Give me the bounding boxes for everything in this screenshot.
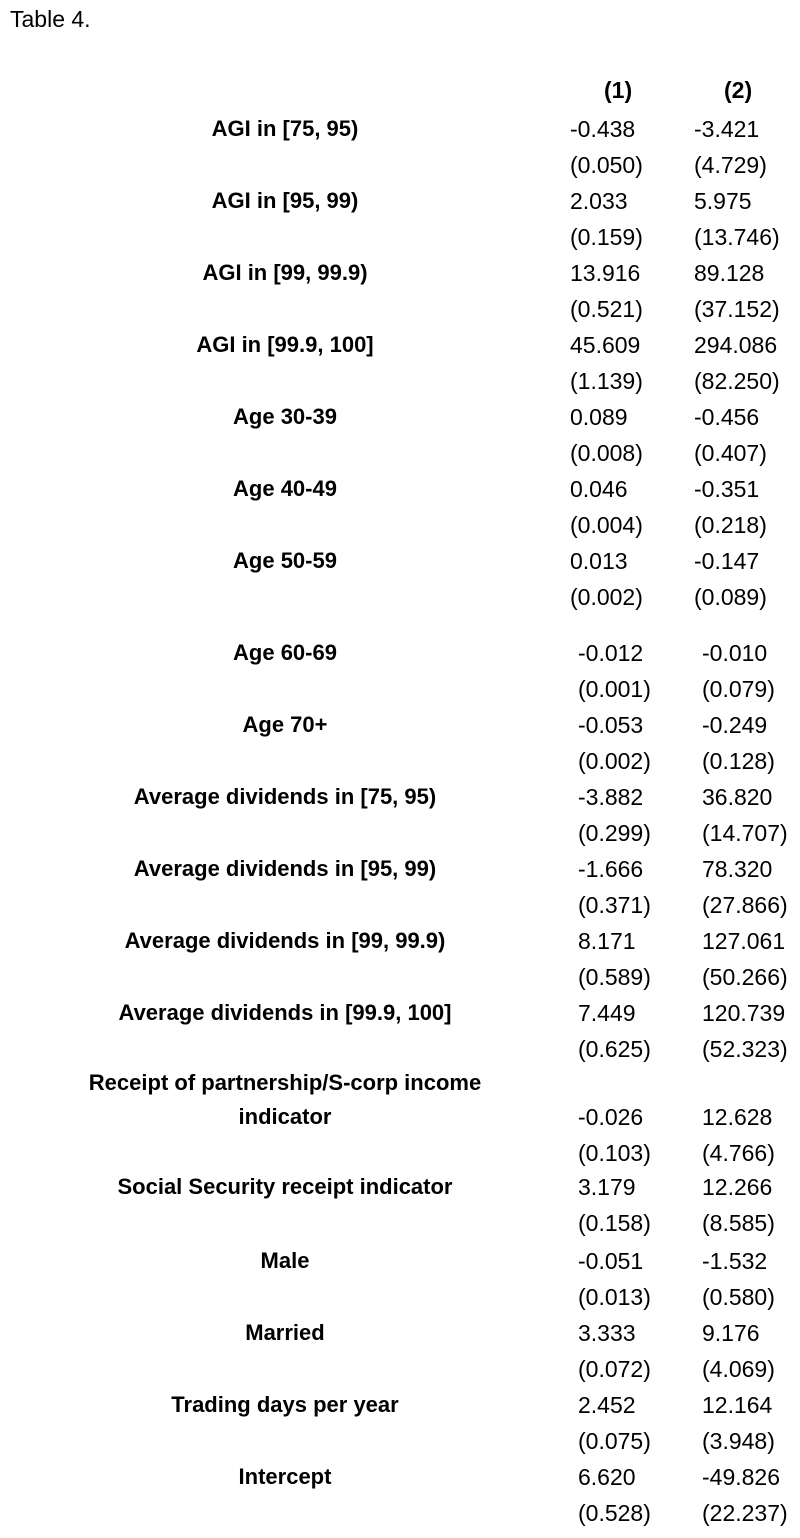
std-error-col1: (1.139) [570, 368, 643, 394]
coefficient-col2: 12.628 [702, 1104, 773, 1130]
row-label: AGI in [99, 99.9) [202, 260, 368, 285]
coefficient-col2: 78.320 [702, 856, 773, 882]
row-label: indicator [238, 1104, 332, 1129]
std-error-col2: (4.766) [702, 1140, 775, 1166]
row-label: Social Security receipt indicator [117, 1174, 453, 1199]
std-error-col1: (0.050) [570, 152, 643, 178]
std-error-col1: (0.371) [578, 892, 651, 918]
coefficient-col2: -0.010 [702, 640, 768, 666]
coefficient-col1: -0.053 [578, 712, 644, 738]
coefficient-col1: 13.916 [570, 260, 641, 286]
coefficient-col1: -1.666 [578, 856, 644, 882]
table-caption: Table 4. [10, 6, 91, 32]
coefficient-col2: 89.128 [694, 260, 765, 286]
std-error-col2: (0.128) [702, 748, 775, 774]
coefficient-col1: -0.438 [570, 116, 636, 142]
row-label: Male [260, 1248, 310, 1273]
std-error-col1: (0.159) [570, 224, 643, 250]
std-error-col2: (22.237) [702, 1500, 788, 1526]
std-error-col2: (0.079) [702, 676, 775, 702]
coefficient-col1: -0.026 [578, 1104, 644, 1130]
std-error-col2: (27.866) [702, 892, 788, 918]
coefficient-col2: -49.826 [702, 1464, 781, 1490]
std-error-col1: (0.528) [578, 1500, 651, 1526]
std-error-col1: (0.299) [578, 820, 651, 846]
coefficient-col2: -0.147 [694, 548, 760, 574]
coefficient-col2: 9.176 [702, 1320, 760, 1346]
std-error-col2: (0.089) [694, 584, 767, 610]
row-label: Average dividends in [95, 99) [133, 856, 437, 881]
coefficient-col2: 12.164 [702, 1392, 773, 1418]
std-error-col2: (14.707) [702, 820, 788, 846]
std-error-col1: (0.008) [570, 440, 643, 466]
std-error-col1: (0.002) [570, 584, 643, 610]
std-error-col1: (0.625) [578, 1036, 651, 1062]
row-label: Average dividends in [99, 99.9) [124, 928, 446, 953]
std-error-col2: (4.729) [694, 152, 767, 178]
coefficient-col2: -0.249 [702, 712, 768, 738]
coefficient-col1: 0.013 [570, 548, 628, 574]
row-label: AGI in [99.9, 100] [196, 332, 374, 357]
row-label: Age 40-49 [233, 476, 337, 501]
row-label: Age 60-69 [233, 640, 337, 665]
row-label: Average dividends in [99.9, 100] [118, 1000, 452, 1025]
coefficient-col1: -3.882 [578, 784, 644, 810]
coefficient-col2: -1.532 [702, 1248, 768, 1274]
std-error-col2: (0.580) [702, 1284, 775, 1310]
coefficient-col2: 294.086 [694, 332, 778, 358]
row-label: AGI in [95, 99) [211, 188, 359, 213]
coefficient-col2: 5.975 [694, 188, 752, 214]
std-error-col2: (0.218) [694, 512, 767, 538]
row-label: Receipt of partnership/S-corp income [88, 1070, 482, 1095]
coefficient-col2: -0.351 [694, 476, 760, 502]
coefficient-col2: 36.820 [702, 784, 773, 810]
std-error-col2: (37.152) [694, 296, 780, 322]
std-error-col2: (4.069) [702, 1356, 775, 1382]
row-label: Intercept [238, 1464, 332, 1489]
coefficient-col1: -0.012 [578, 640, 644, 666]
coefficient-col2: -3.421 [694, 116, 760, 142]
coefficient-col1: 2.033 [570, 188, 628, 214]
coefficient-col1: 6.620 [578, 1464, 636, 1490]
coefficient-col1: 0.046 [570, 476, 628, 502]
row-label: Trading days per year [171, 1392, 399, 1417]
std-error-col2: (0.407) [694, 440, 767, 466]
std-error-col2: (3.948) [702, 1428, 775, 1454]
coefficient-col2: 120.739 [702, 1000, 786, 1026]
coefficient-col1: 45.609 [570, 332, 641, 358]
coefficient-col1: 3.179 [578, 1174, 636, 1200]
coefficient-col2: 127.061 [702, 928, 786, 954]
coefficient-col1: 0.089 [570, 404, 628, 430]
std-error-col2: (52.323) [702, 1036, 788, 1062]
column-header-2: (2) [724, 77, 753, 103]
row-label: Married [245, 1320, 325, 1345]
std-error-col1: (0.004) [570, 512, 643, 538]
std-error-col1: (0.075) [578, 1428, 651, 1454]
coefficient-col2: 12.266 [702, 1174, 773, 1200]
row-label: Age 50-59 [233, 548, 337, 573]
coefficient-col1: 7.449 [578, 1000, 636, 1026]
std-error-col1: (0.158) [578, 1210, 651, 1236]
std-error-col1: (0.589) [578, 964, 651, 990]
row-label: Age 30-39 [233, 404, 337, 429]
std-error-col2: (82.250) [694, 368, 780, 394]
std-error-col1: (0.002) [578, 748, 651, 774]
std-error-col2: (50.266) [702, 964, 788, 990]
std-error-col2: (8.585) [702, 1210, 775, 1236]
coefficient-col2: -0.456 [694, 404, 760, 430]
std-error-col1: (0.013) [578, 1284, 651, 1310]
row-label: Average dividends in [75, 95) [133, 784, 437, 809]
column-header-1: (1) [604, 77, 633, 103]
row-label: Age 70+ [242, 712, 328, 737]
coefficient-col1: -0.051 [578, 1248, 644, 1274]
coefficient-col1: 2.452 [578, 1392, 636, 1418]
std-error-col1: (0.001) [578, 676, 651, 702]
coefficient-col1: 3.333 [578, 1320, 636, 1346]
std-error-col2: (13.746) [694, 224, 780, 250]
std-error-col1: (0.072) [578, 1356, 651, 1382]
row-label: AGI in [75, 95) [211, 116, 359, 141]
std-error-col1: (0.103) [578, 1140, 651, 1166]
std-error-col1: (0.521) [570, 296, 643, 322]
coefficient-col1: 8.171 [578, 928, 636, 954]
